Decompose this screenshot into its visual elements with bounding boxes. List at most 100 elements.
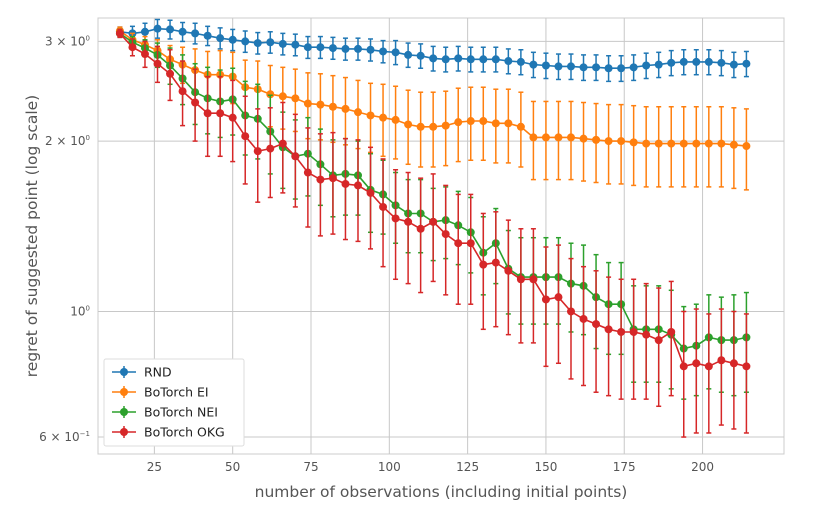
x-tick-label: 200 (691, 460, 714, 474)
data-point (291, 40, 300, 49)
data-point (717, 139, 726, 148)
data-point (566, 133, 575, 142)
data-point (203, 109, 212, 118)
data-point (228, 113, 237, 122)
data-point (341, 179, 350, 188)
data-point (366, 188, 375, 197)
data-point (166, 25, 175, 34)
data-point (642, 330, 651, 339)
data-point (717, 58, 726, 67)
data-point (353, 181, 362, 190)
data-point (291, 94, 300, 103)
y-axis-title: regret of suggested point (log scale) (23, 95, 41, 377)
legend-marker (120, 428, 128, 436)
data-point (140, 50, 149, 59)
data-point (592, 320, 601, 329)
data-point (604, 64, 613, 73)
data-point (379, 202, 388, 211)
data-point (128, 43, 137, 52)
data-point (704, 362, 713, 371)
x-axis-title: number of observations (including initia… (255, 483, 628, 501)
data-point (692, 57, 701, 66)
data-point (216, 34, 225, 43)
data-point (742, 59, 751, 68)
data-point (667, 139, 676, 148)
data-point (529, 133, 538, 142)
data-point (541, 295, 550, 304)
data-point (429, 217, 438, 226)
data-point (278, 139, 287, 148)
data-point (654, 139, 663, 148)
data-point (266, 144, 275, 153)
data-point (541, 61, 550, 70)
data-point (516, 122, 525, 131)
data-point (579, 134, 588, 143)
legend-box (103, 358, 245, 447)
data-point (504, 57, 513, 66)
data-point (316, 175, 325, 184)
data-point (541, 133, 550, 142)
legend-label: BoTorch OKG (144, 425, 225, 440)
data-point (216, 109, 225, 118)
data-point (529, 275, 538, 284)
data-point (379, 113, 388, 122)
x-tick-label: 25 (147, 460, 162, 474)
data-point (416, 224, 425, 233)
x-axis: 25 50 75 100 125 150 175 200 (147, 460, 714, 474)
data-point (529, 60, 538, 69)
data-point (316, 43, 325, 52)
data-point (454, 118, 463, 127)
data-point (667, 327, 676, 336)
data-point (466, 117, 475, 126)
data-point (654, 336, 663, 345)
data-point (679, 57, 688, 66)
data-point (404, 50, 413, 59)
series-rnd (115, 18, 751, 83)
data-point (579, 63, 588, 72)
data-point (178, 87, 187, 96)
data-point (742, 362, 751, 371)
data-point (516, 57, 525, 66)
x-tick-label: 100 (378, 460, 401, 474)
data-point (679, 139, 688, 148)
data-point (278, 92, 287, 101)
data-point (316, 100, 325, 109)
data-point (404, 120, 413, 129)
data-point (404, 217, 413, 226)
y-tick-label: 3 × 100 (45, 34, 90, 48)
data-point (278, 39, 287, 48)
data-point (679, 362, 688, 371)
data-point (554, 62, 563, 71)
data-point (115, 29, 124, 38)
legend-label: BoTorch EI (144, 385, 209, 400)
data-point (479, 55, 488, 64)
data-point (353, 44, 362, 53)
legend: RND BoTorch EI BoTorch NEI BoTorch OKG (103, 358, 245, 447)
data-point (717, 356, 726, 365)
data-point (353, 108, 362, 117)
data-point (228, 35, 237, 44)
data-point (479, 117, 488, 126)
data-point (153, 24, 162, 33)
data-point (303, 99, 312, 108)
data-point (191, 29, 200, 38)
data-point (429, 122, 438, 131)
y-tick-label: 6 × 10−1 (39, 430, 90, 444)
data-point (642, 139, 651, 148)
data-point (604, 325, 613, 334)
data-point (253, 39, 262, 48)
data-point (328, 174, 337, 183)
data-point (241, 132, 250, 141)
data-point (466, 55, 475, 64)
series-botorch-okg (115, 28, 751, 438)
data-point (341, 44, 350, 53)
data-point (566, 307, 575, 316)
data-point (466, 239, 475, 248)
series-layer (115, 18, 751, 438)
x-tick-label: 75 (303, 460, 318, 474)
x-tick-label: 175 (613, 460, 636, 474)
data-point (729, 140, 738, 149)
data-point (642, 61, 651, 70)
data-point (328, 44, 337, 53)
data-point (667, 58, 676, 67)
